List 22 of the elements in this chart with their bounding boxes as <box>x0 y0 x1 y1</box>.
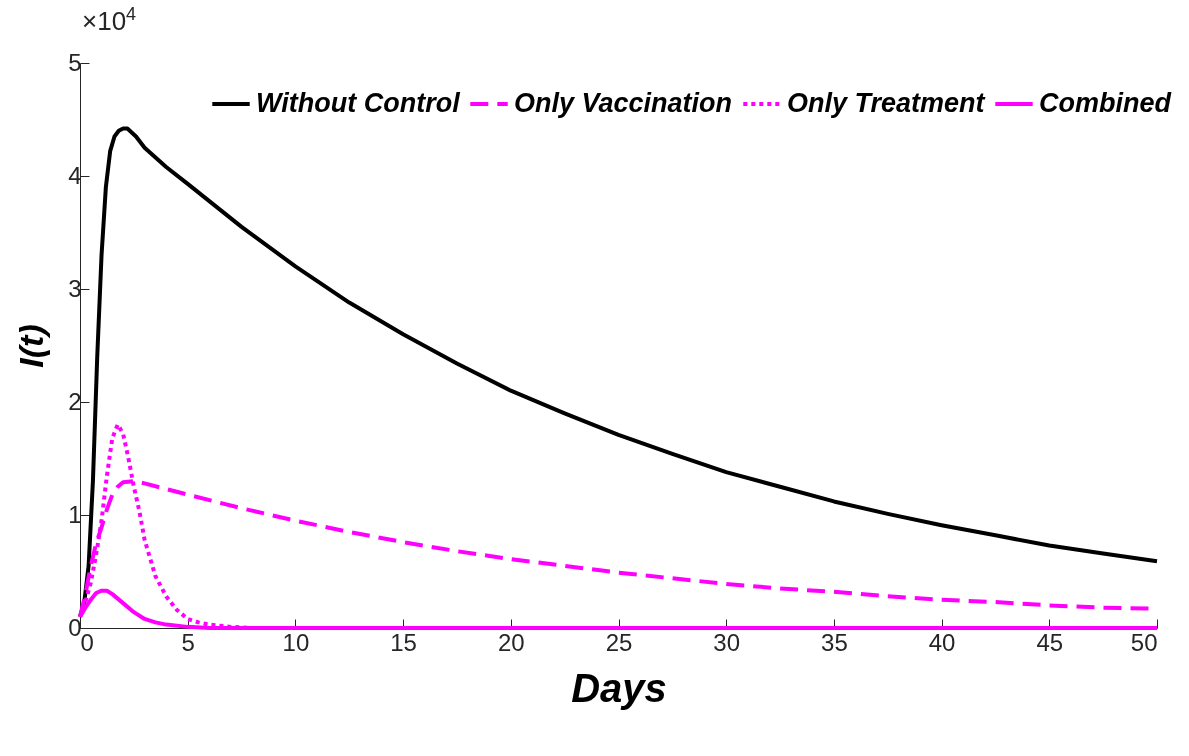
x-tick-label: 20 <box>497 628 525 656</box>
x-tick-label: 30 <box>713 628 741 656</box>
x-tick-label: 50 <box>1130 628 1158 656</box>
y-axis-title: I(t) <box>12 324 51 368</box>
text: ×10$^{4}$ <box>82 4 137 37</box>
x-tick-label: 10 <box>282 628 310 656</box>
x-tick-label: 40 <box>928 628 956 656</box>
x-tick-label: 25 <box>605 628 633 656</box>
y-tick-label: 4 <box>68 161 82 189</box>
y-tick-label: 5 <box>68 48 82 76</box>
legend-label: Without Control <box>256 88 461 118</box>
x-tick-label: 5 <box>181 628 195 656</box>
y-tick-label: 3 <box>68 274 82 302</box>
y-tick-label: 2 <box>68 387 82 415</box>
legend-label: Only Treatment <box>787 88 986 118</box>
legend-label: Combined <box>1039 88 1172 118</box>
x-tick-label: 45 <box>1036 628 1064 656</box>
y-tick-label: 1 <box>68 500 82 528</box>
legend-label: Only Vaccination <box>514 88 733 118</box>
x-tick-label: 15 <box>390 628 417 656</box>
x-tick-label: 35 <box>821 628 848 656</box>
x-axis-title: Days <box>571 665 667 710</box>
